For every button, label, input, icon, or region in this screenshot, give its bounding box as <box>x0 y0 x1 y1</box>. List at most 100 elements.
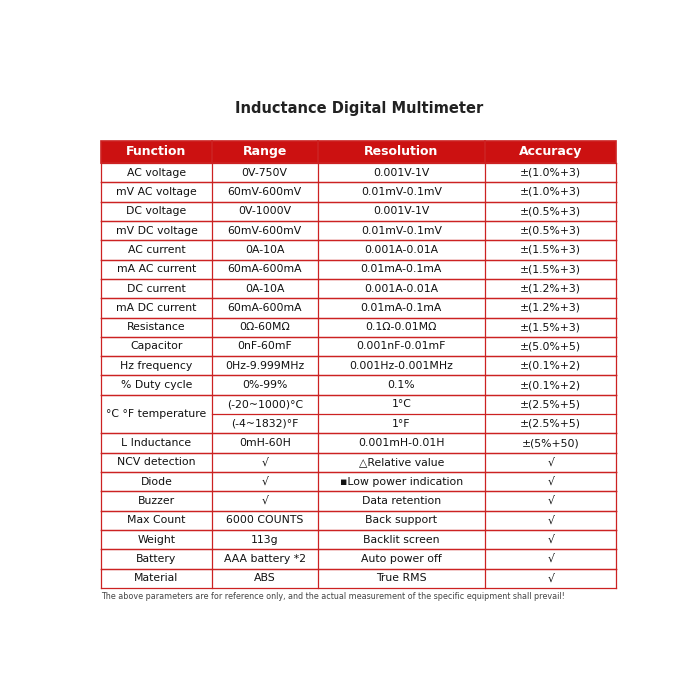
Text: mA DC current: mA DC current <box>116 303 197 313</box>
Text: 60mV-600mV: 60mV-600mV <box>228 225 302 236</box>
Bar <box>101 163 617 182</box>
Bar <box>101 221 617 240</box>
Text: ±(1.5%+3): ±(1.5%+3) <box>520 264 581 274</box>
Text: Auto power off: Auto power off <box>361 554 442 564</box>
Bar <box>101 182 617 202</box>
Text: DC voltage: DC voltage <box>126 206 187 216</box>
Text: ▪Low power indication: ▪Low power indication <box>340 477 463 486</box>
Text: Back support: Back support <box>365 515 438 526</box>
Bar <box>101 491 617 511</box>
Text: Backlit screen: Backlit screen <box>363 535 440 545</box>
Bar <box>101 453 617 472</box>
Text: 60mA-600mA: 60mA-600mA <box>228 264 302 274</box>
Bar <box>101 375 617 395</box>
Text: ±(5%+50): ±(5%+50) <box>522 438 580 448</box>
Bar <box>101 568 617 588</box>
Text: AAA battery *2: AAA battery *2 <box>224 554 306 564</box>
Text: mV DC voltage: mV DC voltage <box>116 225 197 236</box>
Text: 0.1%: 0.1% <box>388 380 415 390</box>
Text: ABS: ABS <box>254 573 276 583</box>
Text: 1°C: 1°C <box>391 400 411 410</box>
Text: 60mV-600mV: 60mV-600mV <box>228 187 302 197</box>
Text: √: √ <box>547 535 554 545</box>
Text: Data retention: Data retention <box>362 496 441 506</box>
Bar <box>101 511 617 530</box>
Bar <box>101 318 617 337</box>
Text: 0.1Ω-0.01MΩ: 0.1Ω-0.01MΩ <box>365 322 437 332</box>
Text: Material: Material <box>134 573 178 583</box>
Text: √: √ <box>547 515 554 526</box>
Text: (-4~1832)°F: (-4~1832)°F <box>231 419 298 429</box>
Text: Weight: Weight <box>137 535 176 545</box>
Text: 0V-1000V: 0V-1000V <box>238 206 291 216</box>
Text: 1°F: 1°F <box>392 419 410 429</box>
Text: √: √ <box>547 554 554 564</box>
Text: 0.01mV-0.1mV: 0.01mV-0.1mV <box>360 225 442 236</box>
Text: AC current: AC current <box>127 245 186 255</box>
Text: ±(2.5%+5): ±(2.5%+5) <box>520 419 581 429</box>
Bar <box>101 141 617 163</box>
Text: 0.01mV-0.1mV: 0.01mV-0.1mV <box>360 187 442 197</box>
Text: DC current: DC current <box>127 284 186 293</box>
Text: NCV detection: NCV detection <box>117 457 196 468</box>
Text: Inductance Digital Multimeter: Inductance Digital Multimeter <box>234 101 483 116</box>
Text: ±(1.2%+3): ±(1.2%+3) <box>520 284 581 293</box>
Bar <box>101 472 617 491</box>
Bar <box>101 141 617 163</box>
Text: AC voltage: AC voltage <box>127 167 186 178</box>
Bar <box>101 530 617 550</box>
Text: 0Ω-60MΩ: 0Ω-60MΩ <box>239 322 290 332</box>
Text: 0A-10A: 0A-10A <box>245 284 284 293</box>
Text: 0.001Hz-0.001MHz: 0.001Hz-0.001MHz <box>349 360 453 371</box>
Text: 6000 COUNTS: 6000 COUNTS <box>226 515 303 526</box>
Text: (-20~1000)°C: (-20~1000)°C <box>227 400 303 410</box>
Text: 60mA-600mA: 60mA-600mA <box>228 303 302 313</box>
Text: 0.001A-0.01A: 0.001A-0.01A <box>364 284 438 293</box>
Text: Resolution: Resolution <box>364 146 438 158</box>
Bar <box>101 337 617 356</box>
Text: 0%-99%: 0%-99% <box>242 380 288 390</box>
Text: ±(1.2%+3): ±(1.2%+3) <box>520 303 581 313</box>
Text: mA AC current: mA AC current <box>117 264 196 274</box>
Text: ±(0.1%+2): ±(0.1%+2) <box>520 360 581 371</box>
Text: mV AC voltage: mV AC voltage <box>116 187 197 197</box>
Text: Function: Function <box>126 146 187 158</box>
Text: Hz frequency: Hz frequency <box>120 360 192 371</box>
Text: ±(0.5%+3): ±(0.5%+3) <box>520 225 581 236</box>
Text: Buzzer: Buzzer <box>138 496 175 506</box>
Text: √: √ <box>547 573 554 583</box>
Text: √: √ <box>547 477 554 486</box>
Text: The above parameters are for reference only, and the actual measurement of the s: The above parameters are for reference o… <box>101 592 565 601</box>
Text: % Duty cycle: % Duty cycle <box>121 380 192 390</box>
Text: Capacitor: Capacitor <box>130 342 183 351</box>
Text: √: √ <box>261 457 268 468</box>
Text: Diode: Diode <box>141 477 172 486</box>
Text: 0.01mA-0.1mA: 0.01mA-0.1mA <box>360 264 442 274</box>
Text: 0nF-60mF: 0nF-60mF <box>237 342 292 351</box>
Text: 0.001V-1V: 0.001V-1V <box>373 167 430 178</box>
Text: Max Count: Max Count <box>127 515 186 526</box>
Text: 113g: 113g <box>251 535 279 545</box>
Bar <box>101 202 617 221</box>
Text: 0.001mH-0.01H: 0.001mH-0.01H <box>358 438 444 448</box>
Text: 0mH-60H: 0mH-60H <box>239 438 290 448</box>
Bar <box>101 433 617 453</box>
Bar <box>101 260 617 279</box>
Text: Range: Range <box>242 146 287 158</box>
Text: 0.001A-0.01A: 0.001A-0.01A <box>364 245 438 255</box>
Bar <box>101 356 617 375</box>
Text: √: √ <box>261 477 268 486</box>
Text: Accuracy: Accuracy <box>519 146 582 158</box>
Text: L Inductance: L Inductance <box>121 438 192 448</box>
Text: °C °F temperature: °C °F temperature <box>106 409 206 419</box>
Text: ±(1.5%+3): ±(1.5%+3) <box>520 322 581 332</box>
Text: ±(1.0%+3): ±(1.0%+3) <box>520 187 581 197</box>
Bar <box>101 550 617 568</box>
Text: △Relative value: △Relative value <box>358 457 444 468</box>
Text: ±(0.1%+2): ±(0.1%+2) <box>520 380 581 390</box>
Text: 0Hz-9.999MHz: 0Hz-9.999MHz <box>225 360 304 371</box>
Text: True RMS: True RMS <box>376 573 426 583</box>
Text: 0.001nF-0.01mF: 0.001nF-0.01mF <box>356 342 446 351</box>
Text: ±(1.5%+3): ±(1.5%+3) <box>520 245 581 255</box>
Text: ±(5.0%+5): ±(5.0%+5) <box>520 342 581 351</box>
